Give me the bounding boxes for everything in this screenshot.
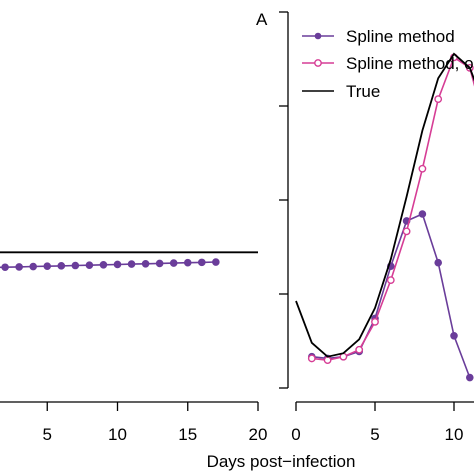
legend-swatch-marker-spline_o [314,59,322,67]
right-x-tick-label: 0 [291,425,300,444]
right-point-spline_o [386,276,395,285]
right-x-tick-label: 10 [445,425,464,444]
left-point-spline [99,261,108,269]
left-point-spline [15,263,23,271]
left-point-spline [141,259,150,268]
right-series-line-true [295,52,474,358]
panel-label: A [256,10,268,29]
left-x-ticks: 5 10 15 20 [43,402,268,444]
left-point-spline [29,262,38,271]
left-x-tick-label: 15 [178,425,197,444]
left-point-spline [198,258,206,267]
right-point-spline [450,332,458,340]
left-point-spline [71,261,80,270]
right-point-spline_o [323,356,332,365]
right-point-spline_o [307,354,316,363]
left-point-spline [57,262,66,270]
left-x-tick-label: 5 [43,425,52,444]
left-point-spline [127,260,136,268]
right-y-ticks [279,11,288,389]
left-series-group [0,251,258,272]
legend-label-true: True [346,82,380,101]
right-point-spline_o [434,95,443,104]
left-point-spline [155,259,164,268]
left-point-spline [212,258,220,266]
left-point-spline [43,262,52,271]
left-point-spline [85,261,94,269]
right-point-spline_o [355,345,364,354]
right-x-tick-label: 5 [370,425,379,444]
right-point-spline_o [371,317,379,326]
left-x-tick-label: 10 [108,425,127,444]
legend-label-spline_o: Spline method, o [346,54,474,73]
left-point-spline [169,259,178,267]
left-point-spline [113,260,122,269]
right-x-ticks: 0 5 10 [291,402,463,444]
right-panel: 0 5 10 A Spline method Spline method, o True [256,10,474,444]
right-point-spline_o [418,164,427,173]
right-point-spline [418,210,427,218]
legend: Spline method Spline method, o True [302,27,474,101]
left-point-spline [1,263,9,272]
x-axis-label: Days post−infection [207,452,356,471]
right-point-spline_o [402,227,411,236]
left-point-spline [183,258,192,267]
legend-label-spline: Spline method [346,27,455,46]
right-series-group [295,52,474,382]
left-x-tick-label: 20 [249,425,268,444]
right-point-spline [466,373,474,382]
right-series-line-spline [311,212,471,378]
legend-swatch-marker-spline [314,32,322,40]
right-point-spline [434,258,443,267]
left-panel: 5 10 15 20 [0,251,268,444]
